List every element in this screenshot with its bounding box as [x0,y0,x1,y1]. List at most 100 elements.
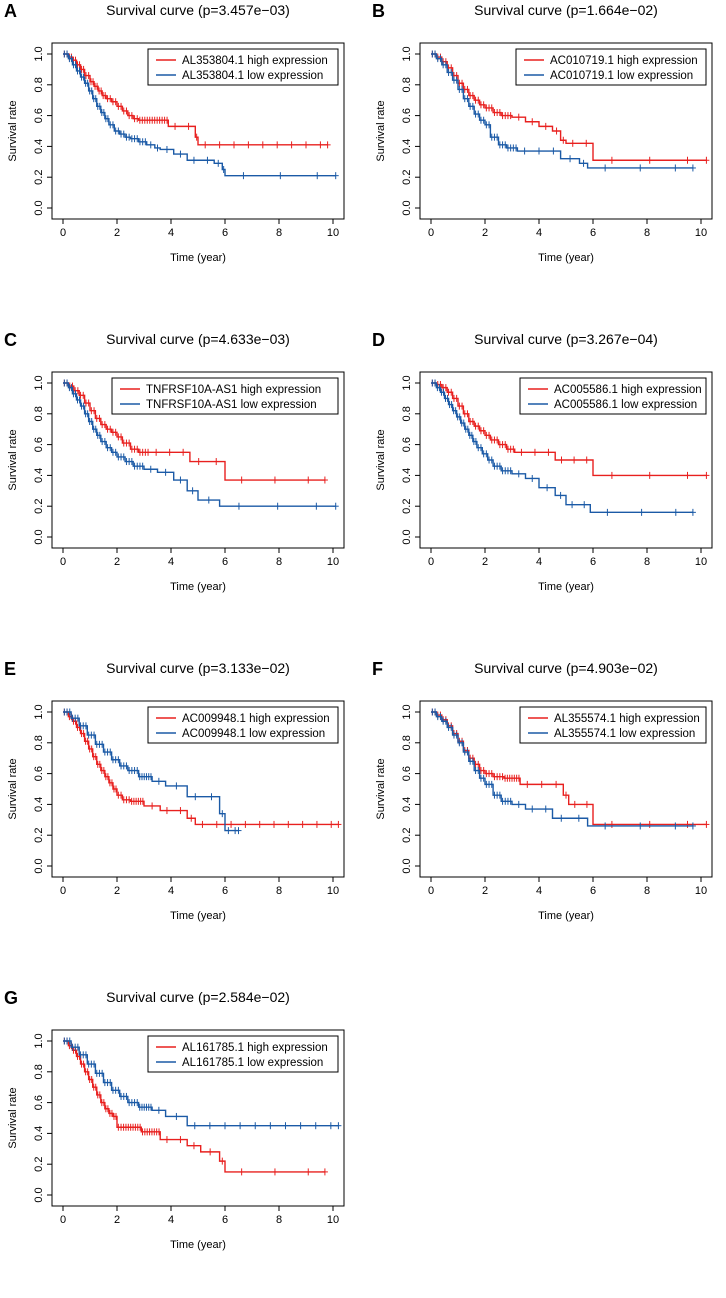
y-tick-label: 0.8 [33,1064,45,1079]
y-tick-label: 1.0 [33,46,45,61]
legend-entry: AL161785.1 high expression [182,1042,328,1054]
x-tick-label: 0 [60,556,66,568]
x-axis-label: Time (year) [538,252,594,264]
x-tick-label: 10 [695,227,707,239]
censor-marks-high [431,379,710,479]
censor-marks-low [431,379,696,516]
x-tick-label: 10 [327,885,339,897]
panel-label: A [4,1,17,21]
series-line-low [431,382,693,514]
y-axis-label: Survival rate [7,758,19,819]
panel-label: B [372,1,385,21]
x-axis-label: Time (year) [170,1239,226,1251]
censor-marks-low [431,50,696,172]
y-tick-label: 1.0 [33,1033,45,1048]
y-axis-label: Survival rate [7,429,19,490]
x-tick-label: 6 [222,885,228,897]
x-tick-label: 2 [114,1214,120,1226]
y-tick-label: 1.0 [401,704,413,719]
censor-marks-low [63,1037,342,1130]
x-tick-label: 8 [276,885,282,897]
chart-title: Survival curve (p=1.664e−02) [474,2,658,18]
y-tick-label: 0.2 [401,499,413,514]
x-tick-label: 6 [222,227,228,239]
y-tick-label: 0.4 [33,797,45,812]
legend-entry: AL355574.1 high expression [554,713,700,725]
y-tick-label: 0.2 [33,828,45,843]
x-tick-label: 2 [482,227,488,239]
y-tick-label: 0.4 [401,468,413,483]
y-tick-label: 0.6 [33,766,45,781]
x-tick-label: 8 [644,556,650,568]
x-tick-label: 8 [644,885,650,897]
x-tick-label: 6 [222,556,228,568]
x-axis-label: Time (year) [170,252,226,264]
x-tick-label: 4 [168,556,174,568]
x-tick-label: 4 [168,1214,174,1226]
y-tick-label: 0.0 [401,529,413,544]
y-tick-label: 0.6 [401,108,413,123]
legend-box [147,1035,339,1073]
x-tick-label: 4 [536,885,542,897]
x-tick-label: 2 [482,556,488,568]
x-tick-label: 4 [536,227,542,239]
legend: AL355574.1 high expression AL355574.1 low… [519,706,707,744]
legend-entry: AC005586.1 high expression [554,384,702,396]
y-tick-label: 0.2 [401,170,413,185]
legend-entry: AL161785.1 low expression [182,1057,323,1069]
y-tick-label: 1.0 [33,704,45,719]
legend: AC009948.1 high expression AC009948.1 low… [147,706,339,744]
y-tick-label: 0.6 [33,1095,45,1110]
x-tick-label: 8 [276,1214,282,1226]
x-tick-label: 10 [327,556,339,568]
x-tick-label: 10 [695,885,707,897]
y-axis-label: Survival rate [375,100,387,161]
legend-entry: AC005586.1 low expression [554,399,697,411]
x-tick-label: 6 [222,1214,228,1226]
y-tick-label: 0.2 [33,1157,45,1172]
x-tick-label: 0 [60,227,66,239]
legend-box [111,377,339,415]
x-tick-label: 4 [168,227,174,239]
legend: TNFRSF10A-AS1 high expression TNFRSF10A-A… [111,377,339,415]
y-tick-label: 0.6 [33,437,45,452]
legend: AL161785.1 high expression AL161785.1 low… [147,1035,339,1073]
y-tick-label: 0.0 [401,200,413,215]
y-tick-label: 0.4 [401,797,413,812]
y-tick-label: 0.0 [33,858,45,873]
legend: AC005586.1 high expression AC005586.1 low… [519,377,707,415]
panel-label: F [372,659,383,679]
y-tick-label: 0.8 [401,735,413,750]
y-tick-label: 0.0 [33,1187,45,1202]
legend-box [519,377,707,415]
x-tick-label: 4 [536,556,542,568]
legend-entry: TNFRSF10A-AS1 low expression [146,399,317,411]
chart-title: Survival curve (p=4.633e−03) [106,331,290,347]
y-axis-label: Survival rate [375,758,387,819]
x-tick-label: 0 [60,885,66,897]
legend-entry: AC009948.1 high expression [182,713,330,725]
panel-c: C Survival curve (p=4.633e−03) 0 2 4 6 8 10 0.0 0… [4,330,345,593]
x-tick-label: 10 [695,556,707,568]
y-axis-label: Survival rate [7,100,19,161]
y-tick-label: 0.0 [33,200,45,215]
x-tick-label: 6 [590,885,596,897]
y-tick-label: 0.2 [33,499,45,514]
legend: AC010719.1 high expression AC010719.1 low… [515,48,707,86]
y-tick-label: 0.4 [401,139,413,154]
y-tick-label: 1.0 [401,46,413,61]
censor-marks-high [63,50,331,149]
y-tick-label: 0.8 [33,735,45,750]
x-tick-label: 2 [114,556,120,568]
x-tick-label: 6 [590,227,596,239]
panel-b: B Survival curve (p=1.664e−02) 0 2 4 6 8 10 0.0 0… [372,1,713,264]
x-tick-label: 4 [168,885,174,897]
panel-label: C [4,330,17,350]
panel-d: D Survival curve (p=3.267e−04) 0 2 4 6 8 10 0.0 0… [372,330,713,593]
x-tick-label: 8 [276,556,282,568]
x-tick-label: 8 [644,227,650,239]
x-axis-label: Time (year) [538,581,594,593]
x-axis-label: Time (year) [170,910,226,922]
legend-entry: AC009948.1 low expression [182,728,325,740]
x-tick-label: 10 [327,1214,339,1226]
